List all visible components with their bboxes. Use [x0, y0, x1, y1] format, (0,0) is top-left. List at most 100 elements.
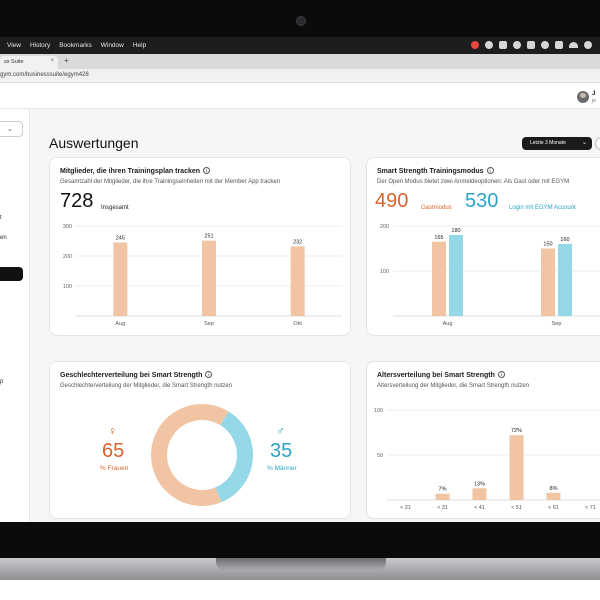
- location-select[interactable]: ⌄: [0, 121, 23, 137]
- x-tick-label: Sep: [204, 321, 214, 327]
- close-icon[interactable]: ×: [50, 58, 54, 64]
- y-tick-label: 50: [377, 453, 383, 459]
- card-title-text: Altersverteilung bei Smart Strength: [377, 372, 495, 379]
- bar: [432, 241, 446, 316]
- shield-icon[interactable]: [499, 41, 507, 49]
- guest-mode-value: 490: [375, 190, 409, 212]
- browser-tabbar: ss Suite × +: [0, 54, 600, 69]
- display-icon[interactable]: [527, 41, 535, 49]
- info-icon[interactable]: i: [203, 167, 211, 174]
- x-tick-label: Aug: [115, 321, 125, 327]
- x-tick-label: < 51: [511, 505, 522, 511]
- menu-history[interactable]: History: [29, 42, 51, 49]
- date-range-dropdown[interactable]: Letzte 3 Monate ⌄: [522, 137, 592, 150]
- bar: [472, 488, 487, 500]
- total-members-label: Insgesamt: [101, 205, 129, 211]
- extra-button[interactable]: [595, 137, 600, 150]
- y-tick-label: 100: [380, 269, 389, 275]
- donut-slice-male: [215, 411, 253, 503]
- card-subtitle: Der Open Modus bietet zwei Anmeldeoption…: [377, 179, 570, 185]
- female-percent-value: 65: [102, 440, 125, 462]
- menu-view[interactable]: View: [7, 42, 21, 49]
- info-icon[interactable]: i: [497, 371, 505, 378]
- x-tick-label: < 31: [437, 505, 448, 511]
- card-subtitle: Gesamtzahl der Mitglieder, die ihre Trai…: [60, 179, 281, 185]
- new-tab-button[interactable]: +: [64, 56, 69, 65]
- card-title: Geschlechterverteilung bei Smart Strengt…: [60, 371, 213, 379]
- menu-help[interactable]: Help: [132, 42, 147, 49]
- bar: [435, 493, 450, 500]
- bar-value-label: 160: [560, 237, 569, 243]
- y-tick-label: 300: [63, 224, 72, 230]
- card-age-distribution: Altersverteilung bei Smart Strength i Alt…: [366, 361, 600, 519]
- male-percent-value: 35: [270, 440, 293, 462]
- bar: [546, 492, 561, 500]
- card-title-text: Mitglieder, die ihren Trainingsplan trac…: [60, 168, 201, 175]
- x-tick-label: < 41: [474, 505, 485, 511]
- menu-window[interactable]: Window: [100, 42, 124, 49]
- y-tick-label: 100: [374, 408, 383, 414]
- url-text: gym.com/businesssuite/egym428: [0, 72, 89, 78]
- smart-strength-bar-chart: 100 200 165 180 Aug 150 160 Sep: [380, 224, 600, 327]
- card-smart-strength-mode: Smart Strength Trainingsmodus i Der Open …: [366, 157, 600, 336]
- user-subtitle: je: [592, 98, 596, 104]
- status-icons: [471, 41, 592, 49]
- wifi-icon[interactable]: [569, 42, 578, 48]
- x-tick-label: Aug: [443, 321, 453, 327]
- card-title: Altersverteilung bei Smart Strength i: [377, 371, 505, 379]
- sidebar-item-2[interactable]: en: [0, 235, 7, 241]
- sidebar-item-3[interactable]: p: [0, 379, 4, 385]
- gear-icon[interactable]: [485, 41, 493, 49]
- x-tick-label: < 71: [585, 505, 596, 511]
- training-bar-chart: 100 200 300 245 Aug 251 Sep 232 Okt: [63, 224, 342, 327]
- bar-value-label: 245: [116, 236, 125, 242]
- y-tick-label: 200: [380, 224, 389, 230]
- browser-tab[interactable]: ss Suite ×: [0, 56, 58, 69]
- gender-donut-chart: [151, 404, 253, 506]
- bar-value-label: 7%: [439, 487, 447, 493]
- bar-value-label: 72%: [511, 428, 522, 434]
- bar: [509, 435, 524, 500]
- y-tick-label: 200: [63, 254, 72, 260]
- x-tick-label: Okt: [293, 321, 302, 327]
- y-tick-label: 100: [63, 284, 72, 290]
- record-icon[interactable]: [471, 41, 479, 49]
- bar: [290, 246, 305, 316]
- play-icon[interactable]: [513, 41, 521, 49]
- app-header: J je: [0, 83, 600, 109]
- sidebar: ⌄ t en p: [0, 109, 30, 522]
- bar-value-label: 251: [204, 234, 213, 240]
- chevron-down-icon: ⌄: [581, 140, 587, 146]
- x-tick-label: < 61: [548, 505, 559, 511]
- sidebar-item-active[interactable]: [0, 267, 23, 281]
- bar-value-label: 180: [451, 228, 460, 234]
- bar-value-label: 150: [543, 242, 552, 248]
- age-bar-chart: 50 100 < 21 7% < 31 13% < 41 72% < 51 8% < 61 < 71: [374, 408, 600, 511]
- info-icon[interactable]: i: [486, 167, 494, 174]
- bar: [449, 235, 463, 316]
- card-subtitle: Altersverteilung der Mitglieder, die Sma…: [377, 383, 530, 389]
- male-icon: ♂: [276, 424, 285, 438]
- search-icon[interactable]: [584, 41, 592, 49]
- bluetooth-icon[interactable]: [541, 41, 549, 49]
- info-icon[interactable]: i: [205, 371, 213, 378]
- bar-value-label: 8%: [550, 486, 558, 492]
- x-tick-label: < 21: [400, 505, 411, 511]
- battery-icon[interactable]: [555, 41, 563, 49]
- sidebar-item-1[interactable]: t: [0, 215, 2, 221]
- card-subtitle: Geschlechterverteilung der Mitglieder, d…: [60, 383, 233, 389]
- address-bar[interactable]: gym.com/businesssuite/egym428: [0, 69, 600, 83]
- screen: View History Bookmarks Window Help ss Su…: [0, 37, 600, 522]
- mac-menubar: View History Bookmarks Window Help: [0, 37, 600, 54]
- female-icon: ♀: [108, 424, 117, 438]
- male-percent-label: % Männer: [267, 465, 297, 472]
- webcam: [296, 16, 306, 26]
- menu-bookmarks[interactable]: Bookmarks: [59, 42, 92, 49]
- page-title: Auswertungen: [49, 135, 139, 151]
- card-title-text: Smart Strength Trainingsmodus: [377, 168, 484, 175]
- bar-value-label: 13%: [474, 481, 485, 487]
- avatar[interactable]: [577, 91, 589, 103]
- card-gender-distribution: Geschlechterverteilung bei Smart Strengt…: [49, 361, 351, 519]
- date-range-label: Letzte 3 Monate: [530, 140, 566, 146]
